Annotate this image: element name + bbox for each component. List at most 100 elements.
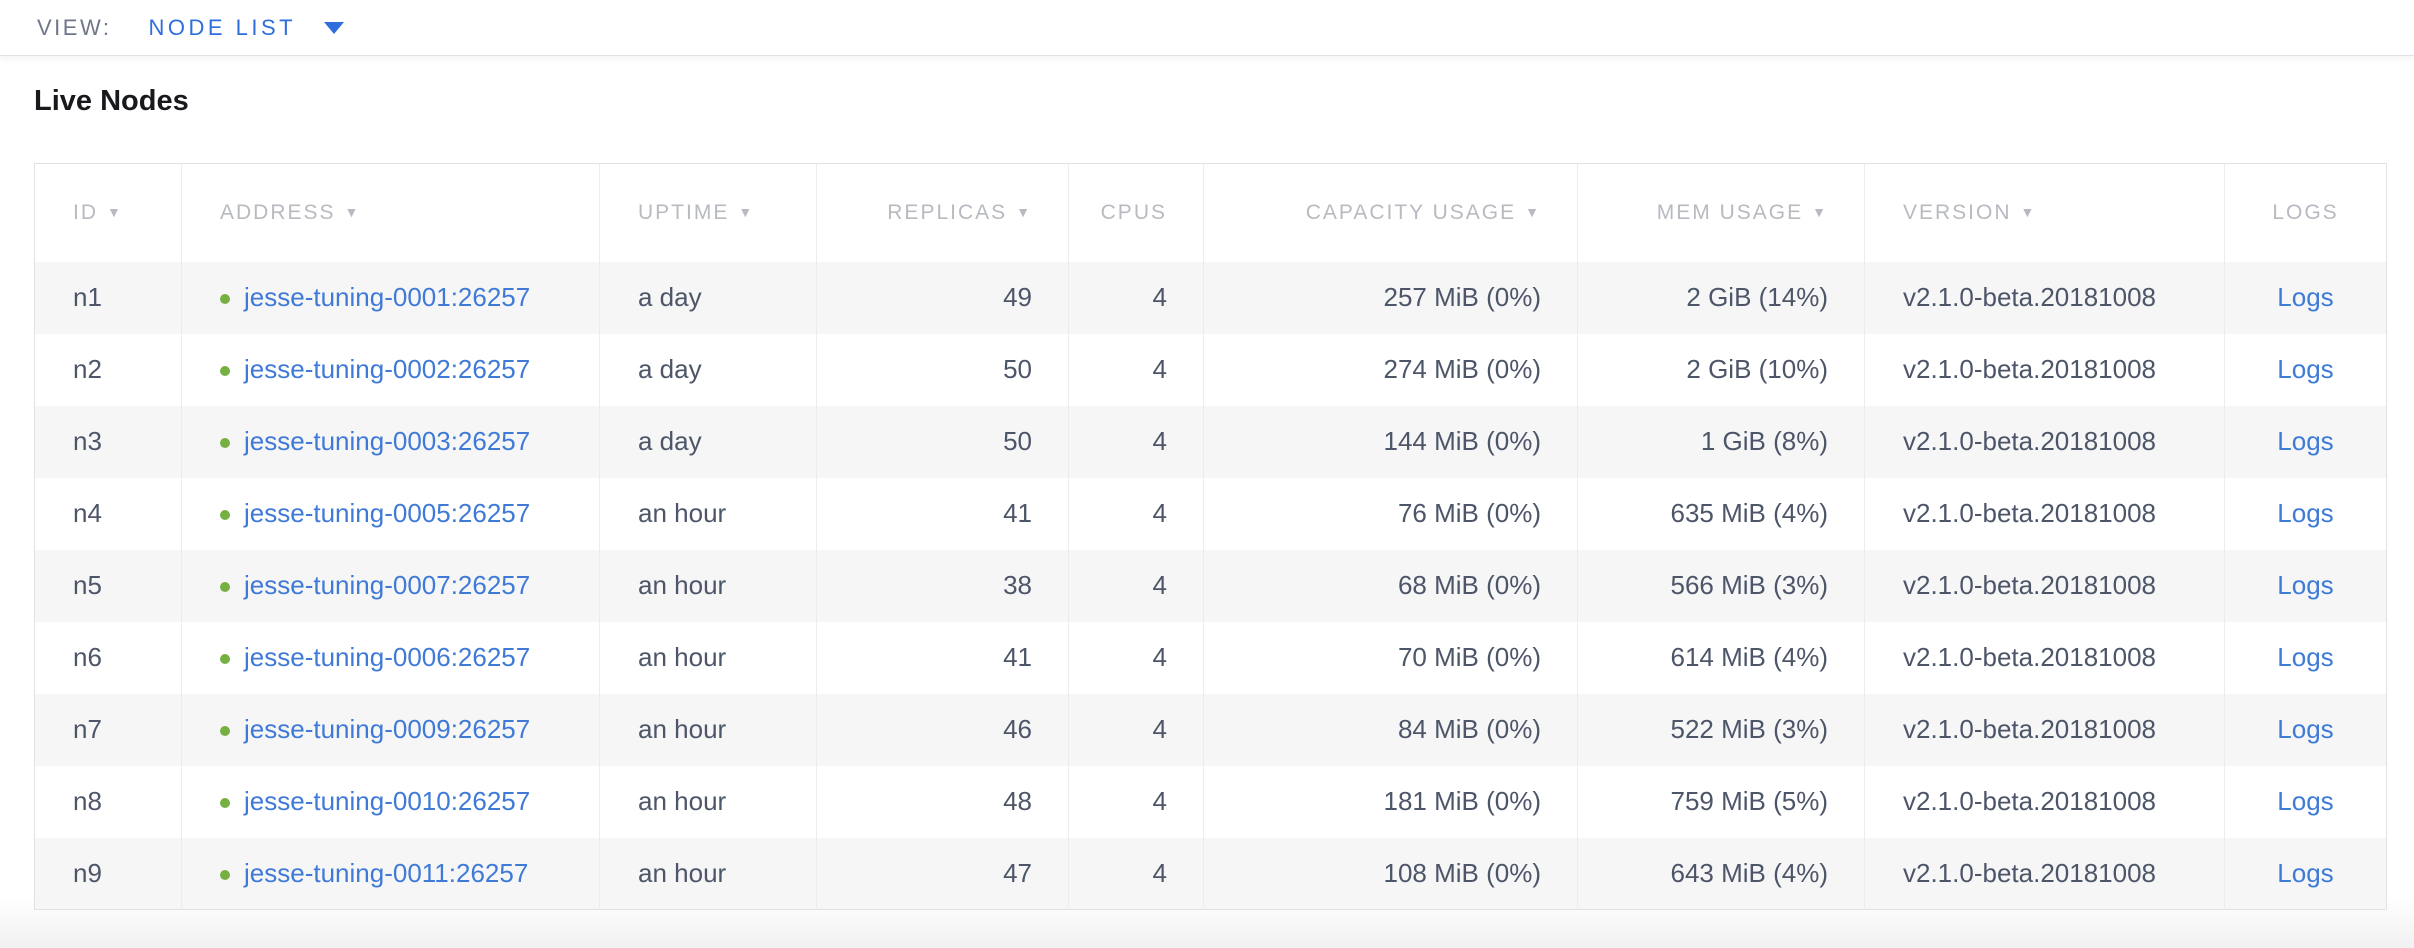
cell-mem: 566 MiB (3%) — [1577, 549, 1865, 622]
cell-cpus: 4 — [1068, 405, 1204, 478]
cell-mem: 1 GiB (8%) — [1577, 405, 1865, 478]
cell-version: v2.1.0-beta.20181008 — [1864, 405, 2225, 478]
node-logs-link[interactable]: Logs — [2277, 642, 2334, 672]
node-logs-link[interactable]: Logs — [2277, 354, 2334, 384]
column-header-label: MEM USAGE — [1656, 200, 1804, 224]
node-logs-link[interactable]: Logs — [2277, 426, 2334, 456]
table-row: n3 jesse-tuning-0003:26257 a day 50 4 144 MiB… — [34, 405, 2387, 478]
node-logs-link[interactable]: Logs — [2277, 282, 2334, 312]
cell-version: v2.1.0-beta.20181008 — [1864, 477, 2225, 550]
cell-mem: 614 MiB (4%) — [1577, 621, 1865, 694]
cell-replicas: 49 — [816, 261, 1069, 334]
node-logs-link[interactable]: Logs — [2277, 714, 2334, 744]
node-address-link[interactable]: jesse-tuning-0003:26257 — [244, 426, 531, 456]
cell-id: n4 — [34, 477, 182, 550]
cell-logs: Logs — [2225, 262, 2387, 334]
cell-version: v2.1.0-beta.20181008 — [1864, 261, 2225, 334]
cell-logs: Logs — [2225, 694, 2387, 766]
cell-uptime: an hour — [599, 621, 817, 694]
cell-address: jesse-tuning-0003:26257 — [181, 405, 600, 478]
cell-capacity: 76 MiB (0%) — [1203, 477, 1578, 550]
node-logs-link[interactable]: Logs — [2277, 498, 2334, 528]
node-logs-link[interactable]: Logs — [2277, 570, 2334, 600]
table-row: n2 jesse-tuning-0002:26257 a day 50 4 274 MiB… — [34, 333, 2387, 406]
page-title: Live Nodes — [34, 85, 189, 117]
column-header-version[interactable]: VERSION ▼ — [1864, 163, 2225, 262]
column-header-logs: LOGS — [2224, 163, 2387, 262]
cell-replicas: 41 — [816, 621, 1069, 694]
node-address-link[interactable]: jesse-tuning-0009:26257 — [244, 714, 531, 744]
node-address-link[interactable]: jesse-tuning-0005:26257 — [244, 498, 531, 528]
column-header-replicas[interactable]: REPLICAS ▼ — [816, 163, 1069, 262]
cell-logs: Logs — [2225, 622, 2387, 694]
cell-address: jesse-tuning-0010:26257 — [181, 765, 600, 838]
live-status-icon — [220, 438, 230, 448]
live-nodes-table-body: n1 jesse-tuning-0001:26257 a day 49 4 257 MiB… — [34, 261, 2387, 910]
cell-uptime: an hour — [599, 837, 817, 910]
cell-address: jesse-tuning-0011:26257 — [181, 837, 600, 910]
cell-id: n6 — [34, 621, 182, 694]
column-header-label: REPLICAS — [887, 200, 1008, 224]
live-status-icon — [220, 582, 230, 592]
live-status-icon — [220, 366, 230, 376]
table-row: n9 jesse-tuning-0011:26257 an hour 47 4 108 M… — [34, 837, 2387, 910]
table-row: n7 jesse-tuning-0009:26257 an hour 46 4 84 Mi… — [34, 693, 2387, 766]
column-header-label: ADDRESS — [220, 200, 336, 224]
live-status-icon — [220, 510, 230, 520]
column-header-capacity-usage[interactable]: CAPACITY USAGE ▼ — [1203, 163, 1578, 262]
node-logs-link[interactable]: Logs — [2277, 857, 2334, 888]
cell-capacity: 108 MiB (0%) — [1203, 837, 1578, 910]
cell-cpus: 4 — [1068, 477, 1204, 550]
sort-desc-icon: ▼ — [738, 203, 755, 220]
cell-uptime: an hour — [599, 477, 817, 550]
view-dropdown-value: NODE LIST — [148, 14, 297, 40]
node-address-link[interactable]: jesse-tuning-0010:26257 — [244, 786, 531, 816]
cell-mem: 2 GiB (14%) — [1577, 261, 1865, 334]
cell-uptime: an hour — [599, 693, 817, 766]
cell-address: jesse-tuning-0005:26257 — [181, 477, 600, 550]
node-address-link[interactable]: jesse-tuning-0001:26257 — [244, 282, 531, 312]
cell-replicas: 48 — [816, 765, 1069, 838]
column-header-address[interactable]: ADDRESS ▼ — [181, 163, 600, 262]
cell-cpus: 4 — [1068, 693, 1204, 766]
cell-uptime: a day — [599, 405, 817, 478]
cell-capacity: 181 MiB (0%) — [1203, 765, 1578, 838]
sort-desc-icon: ▼ — [1812, 203, 1828, 220]
cell-id: n2 — [34, 333, 182, 406]
node-address-link[interactable]: jesse-tuning-0002:26257 — [244, 354, 531, 384]
node-address-link[interactable]: jesse-tuning-0011:26257 — [244, 857, 529, 888]
cell-capacity: 68 MiB (0%) — [1203, 549, 1578, 622]
sort-desc-icon: ▼ — [1016, 203, 1032, 220]
cell-id: n9 — [34, 837, 182, 910]
table-header-row: ID ▼ ADDRESS ▼ UPTIME ▼ REPLICAS ▼ CPUS CAPA… — [34, 163, 2387, 262]
cell-id: n8 — [34, 765, 182, 838]
cell-logs: Logs — [2225, 766, 2387, 838]
cell-address: jesse-tuning-0006:26257 — [181, 621, 600, 694]
cell-capacity: 144 MiB (0%) — [1203, 405, 1578, 478]
cell-capacity: 257 MiB (0%) — [1203, 261, 1578, 334]
view-dropdown[interactable]: NODE LIST — [148, 14, 345, 41]
column-header-uptime[interactable]: UPTIME ▼ — [599, 163, 817, 262]
cell-replicas: 50 — [816, 333, 1069, 406]
column-header-label: CAPACITY USAGE — [1305, 200, 1517, 224]
column-header-id[interactable]: ID ▼ — [34, 163, 182, 262]
live-nodes-table: ID ▼ ADDRESS ▼ UPTIME ▼ REPLICAS ▼ CPUS CAPA… — [34, 163, 2387, 910]
cell-version: v2.1.0-beta.20181008 — [1864, 837, 2225, 910]
live-status-icon — [220, 654, 230, 664]
cell-id: n1 — [34, 261, 182, 334]
live-status-icon — [220, 726, 230, 736]
cell-uptime: a day — [599, 333, 817, 406]
cell-address: jesse-tuning-0001:26257 — [181, 261, 600, 334]
cell-replicas: 50 — [816, 405, 1069, 478]
node-address-link[interactable]: jesse-tuning-0007:26257 — [244, 570, 531, 600]
column-header-mem-usage[interactable]: MEM USAGE ▼ — [1577, 163, 1865, 262]
cell-version: v2.1.0-beta.20181008 — [1864, 765, 2225, 838]
cell-capacity: 84 MiB (0%) — [1203, 693, 1578, 766]
node-address-link[interactable]: jesse-tuning-0006:26257 — [244, 642, 531, 672]
cell-logs: Logs — [2225, 478, 2387, 550]
cell-mem: 522 MiB (3%) — [1577, 693, 1865, 766]
node-logs-link[interactable]: Logs — [2277, 786, 2334, 816]
cell-id: n7 — [34, 693, 182, 766]
cell-mem: 635 MiB (4%) — [1577, 477, 1865, 550]
sort-desc-icon: ▼ — [344, 203, 361, 220]
